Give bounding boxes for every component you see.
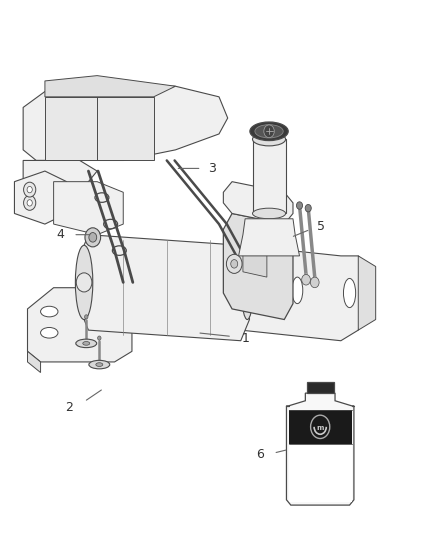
Circle shape xyxy=(85,228,101,247)
Polygon shape xyxy=(45,76,176,97)
Polygon shape xyxy=(358,256,376,330)
Ellipse shape xyxy=(41,306,58,317)
Text: 3: 3 xyxy=(208,162,216,175)
Circle shape xyxy=(89,232,97,242)
Ellipse shape xyxy=(253,133,286,146)
Polygon shape xyxy=(23,86,228,160)
Ellipse shape xyxy=(96,363,103,367)
Ellipse shape xyxy=(75,245,93,319)
Circle shape xyxy=(76,273,92,292)
Circle shape xyxy=(24,196,36,211)
Ellipse shape xyxy=(76,339,97,348)
Polygon shape xyxy=(45,97,154,160)
Ellipse shape xyxy=(242,266,253,319)
Text: 1: 1 xyxy=(241,332,249,344)
Circle shape xyxy=(27,200,32,206)
Polygon shape xyxy=(243,240,267,277)
Text: 4: 4 xyxy=(56,228,64,241)
Ellipse shape xyxy=(255,125,283,138)
Polygon shape xyxy=(80,235,250,341)
Polygon shape xyxy=(241,245,367,341)
Circle shape xyxy=(311,277,319,288)
Ellipse shape xyxy=(41,327,58,338)
Text: 6: 6 xyxy=(256,448,264,461)
Circle shape xyxy=(311,415,330,439)
Ellipse shape xyxy=(343,278,356,308)
Ellipse shape xyxy=(89,360,110,369)
Ellipse shape xyxy=(253,208,286,219)
Text: 2: 2 xyxy=(65,400,73,414)
Circle shape xyxy=(226,254,242,273)
Ellipse shape xyxy=(83,342,90,345)
Polygon shape xyxy=(223,182,293,224)
Circle shape xyxy=(231,260,238,268)
Polygon shape xyxy=(239,219,300,256)
Circle shape xyxy=(305,205,311,212)
Polygon shape xyxy=(223,214,293,319)
Polygon shape xyxy=(23,160,97,203)
Polygon shape xyxy=(286,393,354,505)
Circle shape xyxy=(264,125,274,138)
Ellipse shape xyxy=(250,122,288,141)
Circle shape xyxy=(27,187,32,193)
Circle shape xyxy=(24,182,36,197)
Text: m: m xyxy=(317,425,324,431)
Text: 5: 5 xyxy=(317,220,325,233)
Polygon shape xyxy=(28,288,132,362)
Polygon shape xyxy=(253,139,286,214)
Circle shape xyxy=(302,274,311,285)
Circle shape xyxy=(85,315,88,319)
Polygon shape xyxy=(28,351,41,373)
Circle shape xyxy=(297,202,303,209)
Ellipse shape xyxy=(292,277,303,304)
Bar xyxy=(289,445,352,503)
Polygon shape xyxy=(307,382,334,393)
Bar xyxy=(289,410,352,444)
Circle shape xyxy=(98,336,101,340)
Polygon shape xyxy=(53,182,123,235)
Polygon shape xyxy=(14,171,67,224)
